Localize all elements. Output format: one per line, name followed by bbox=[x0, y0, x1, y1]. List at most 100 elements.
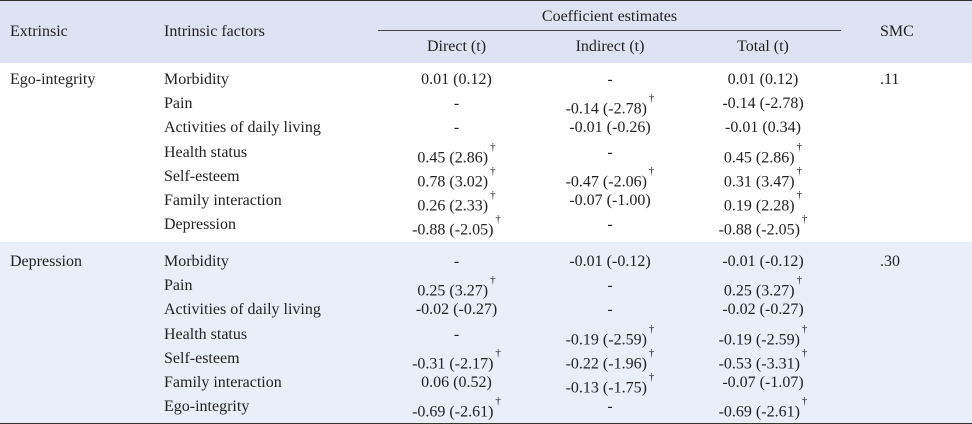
total-cell: 0.45 (2.86)† bbox=[685, 140, 841, 168]
direct-cell: 0.78 (3.02)† bbox=[378, 164, 535, 192]
indirect-cell: - bbox=[535, 215, 685, 235]
total-cell-text: -0.02 (-0.27) bbox=[722, 301, 804, 319]
total-cell-text: -0.01 (0.34) bbox=[725, 119, 801, 137]
direct-cell: 0.06 (0.52) bbox=[378, 373, 535, 393]
significance-dagger: † bbox=[495, 213, 501, 226]
indirect-cell-text: - bbox=[607, 216, 613, 234]
table-header: Extrinsic Intrinsic factors Coefficient … bbox=[0, 0, 972, 64]
total-cell: -0.53 (-3.31)† bbox=[685, 347, 841, 374]
total-cell-text: 0.19 (2.28) bbox=[723, 197, 795, 215]
indirect-cell: - bbox=[535, 143, 685, 163]
significance-dagger: † bbox=[796, 274, 803, 287]
direct-cell: 0.45 (2.86)† bbox=[378, 141, 535, 168]
total-cell: -0.07 (-1.07) bbox=[685, 373, 841, 393]
direct-cell: 0.25 (3.27)† bbox=[378, 274, 535, 301]
direct-cell: - bbox=[378, 252, 535, 272]
significance-dagger: † bbox=[648, 164, 655, 177]
factor-cell: Pain bbox=[164, 276, 192, 296]
group-extrinsic-label: Ego-integrity bbox=[10, 71, 96, 88]
total-cell: 0.31 (3.47)† bbox=[685, 165, 841, 192]
indirect-cell-text: - bbox=[607, 277, 613, 295]
indirect-cell: -0.07 (-1.00) bbox=[535, 191, 685, 211]
significance-dagger: † bbox=[648, 92, 655, 105]
direct-cell: - bbox=[378, 325, 535, 345]
total-cell-text: 0.31 (3.47) bbox=[723, 173, 795, 191]
direct-cell-text: -0.69 (-2.61) bbox=[412, 403, 494, 421]
direct-cell-text: - bbox=[453, 95, 460, 113]
indirect-cell: - bbox=[535, 70, 685, 90]
factor-cell-text: Pain bbox=[164, 277, 193, 295]
significance-dagger: † bbox=[490, 164, 496, 177]
direct-cell: - bbox=[378, 94, 535, 114]
indirect-cell: -0.14 (-2.78)† bbox=[535, 92, 685, 119]
total-cell-text: 0.01 (0.12) bbox=[727, 71, 799, 88]
indirect-cell-text: - bbox=[607, 143, 613, 161]
indirect-cell-text: -0.14 (-2.78) bbox=[565, 100, 647, 118]
factor-cell-text: Self-esteem bbox=[164, 167, 240, 185]
total-cell-text: -0.14 (-2.78) bbox=[722, 95, 804, 113]
header-total: Total (t) bbox=[737, 38, 789, 55]
group-smc-value: .11 bbox=[880, 71, 900, 88]
total-cell-text: -0.69 (-2.61) bbox=[718, 403, 800, 421]
indirect-cell: -0.19 (-2.59)† bbox=[535, 322, 685, 350]
direct-cell-text: -0.31 (-2.17) bbox=[412, 355, 494, 373]
direct-cell-text: -0.02 (-0.27) bbox=[415, 301, 498, 319]
factor-cell-text: Morbidity bbox=[164, 71, 229, 88]
total-cell-text: -0.88 (-2.05) bbox=[718, 221, 800, 239]
factor-cell: Health status bbox=[164, 143, 247, 163]
direct-cell-text: 0.06 (0.52) bbox=[421, 374, 492, 391]
header-coefficient-estimates: Coefficient estimates bbox=[541, 8, 678, 25]
indirect-cell-text: -0.22 (-1.96) bbox=[565, 355, 647, 373]
factor-cell: Depression bbox=[164, 215, 236, 235]
header-intrinsic-factors: Intrinsic factors bbox=[164, 23, 265, 40]
factor-cell: Activities of daily living bbox=[164, 118, 321, 138]
significance-dagger: † bbox=[490, 274, 496, 287]
direct-cell-text: - bbox=[453, 325, 460, 343]
significance-dagger: † bbox=[495, 395, 501, 408]
significance-dagger: † bbox=[648, 322, 655, 335]
direct-cell: 0.26 (2.33)† bbox=[378, 189, 535, 216]
indirect-cell: - bbox=[535, 300, 685, 320]
total-cell-text: -0.01 (-0.12) bbox=[722, 253, 804, 270]
total-cell: -0.88 (-2.05)† bbox=[685, 213, 841, 240]
header-divider bbox=[378, 30, 841, 31]
factor-cell-text: Pain bbox=[164, 95, 193, 113]
factor-cell-text: Depression bbox=[164, 216, 236, 234]
significance-dagger: † bbox=[801, 322, 808, 335]
total-cell: -0.69 (-2.61)† bbox=[685, 395, 841, 422]
significance-dagger: † bbox=[796, 140, 803, 153]
significance-dagger: † bbox=[796, 189, 803, 201]
total-cell: -0.01 (0.34) bbox=[685, 118, 841, 138]
factor-cell: Self-esteem bbox=[164, 349, 240, 369]
significance-dagger: † bbox=[648, 371, 655, 383]
indirect-cell-text: -0.07 (-1.00) bbox=[569, 192, 651, 209]
significance-dagger: † bbox=[490, 189, 496, 201]
significance-dagger: † bbox=[495, 346, 501, 359]
indirect-cell: - bbox=[535, 397, 685, 417]
indirect-cell-text: -0.01 (-0.12) bbox=[569, 253, 651, 270]
total-cell: -0.02 (-0.27) bbox=[685, 300, 841, 320]
indirect-cell-text: -0.13 (-1.75) bbox=[565, 379, 647, 397]
direct-cell-text: 0.01 (0.12) bbox=[421, 71, 492, 88]
indirect-cell: -0.47 (-2.06)† bbox=[535, 164, 685, 192]
indirect-cell: -0.13 (-1.75)† bbox=[535, 371, 685, 398]
factor-cell-text: Health status bbox=[164, 325, 248, 343]
indirect-cell: - bbox=[535, 276, 685, 296]
direct-cell-text: -0.88 (-2.05) bbox=[412, 221, 494, 239]
total-cell: -0.19 (-2.59)† bbox=[685, 322, 841, 350]
indirect-cell: -0.01 (-0.26) bbox=[535, 118, 685, 138]
direct-cell-text: 0.25 (3.27) bbox=[417, 282, 489, 300]
group-smc-value: .30 bbox=[880, 253, 900, 270]
group-depression: Depression .30 Morbidity - -0.01 (-0.12) -0… bbox=[0, 242, 972, 424]
factor-cell: Morbidity bbox=[164, 70, 229, 90]
direct-cell-text: 0.45 (2.86) bbox=[417, 148, 489, 166]
indirect-cell-text: - bbox=[607, 71, 613, 88]
direct-cell-text: 0.26 (2.33) bbox=[417, 197, 489, 215]
factor-cell: Activities of daily living bbox=[164, 300, 321, 320]
total-cell: -0.01 (-0.12) bbox=[685, 252, 841, 272]
indirect-cell: -0.01 (-0.12) bbox=[535, 252, 685, 272]
total-cell-text: -0.19 (-2.59) bbox=[718, 330, 800, 348]
factor-cell: Pain bbox=[164, 94, 192, 114]
total-cell: -0.14 (-2.78) bbox=[685, 94, 841, 114]
